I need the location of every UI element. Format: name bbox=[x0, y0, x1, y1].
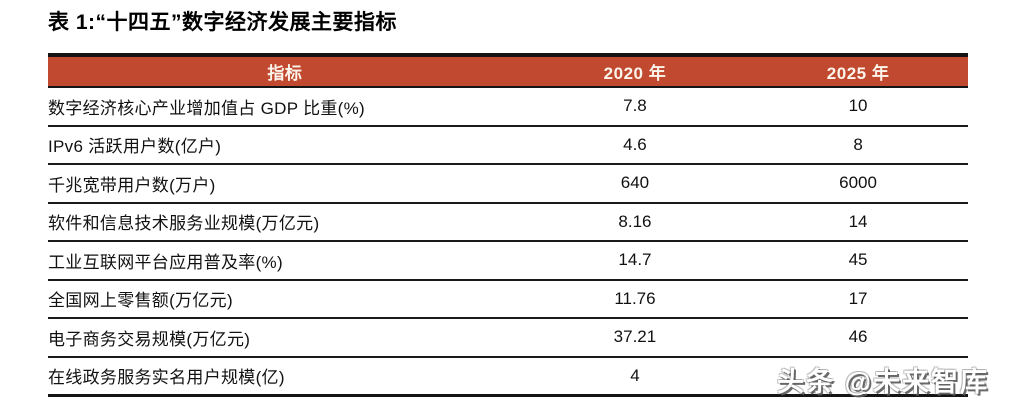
value-2020-cell: 4 bbox=[521, 356, 749, 397]
table-row: 全国网上零售额(万亿元) 11.76 17 bbox=[48, 279, 968, 319]
value-2025-cell: 46 bbox=[748, 318, 968, 358]
value-2020-cell: 37.21 bbox=[521, 318, 749, 358]
table-row: 在线政务服务实名用户规模(亿) 4 bbox=[48, 356, 968, 397]
table-row: 数字经济核心产业增加值占 GDP 比重(%) 7.8 10 bbox=[48, 87, 968, 127]
value-2020-cell: 4.6 bbox=[521, 125, 749, 165]
indicators-table: 指标 2020 年 2025 年 数字经济核心产业增加值占 GDP 比重(%) 7… bbox=[48, 53, 968, 397]
column-header-2025: 2025 年 bbox=[748, 53, 968, 88]
value-2025-cell: 17 bbox=[748, 279, 968, 319]
value-2025-cell: 45 bbox=[748, 241, 968, 281]
watermark: 头条 @未来智库 bbox=[777, 367, 989, 397]
value-2020-cell: 7.8 bbox=[521, 87, 749, 127]
table-row: 千兆宽带用户数(万户) 640 6000 bbox=[48, 164, 968, 204]
table-row: 软件和信息技术服务业规模(万亿元) 8.16 14 bbox=[48, 202, 968, 242]
value-2025-cell: 6000 bbox=[748, 164, 968, 204]
table-row: IPv6 活跃用户数(亿户) 4.6 8 bbox=[48, 125, 968, 165]
header-row: 指标 2020 年 2025 年 bbox=[48, 53, 968, 88]
value-2020-cell: 14.7 bbox=[521, 241, 749, 281]
value-2020-cell: 8.16 bbox=[521, 202, 749, 242]
value-2025-cell: 10 bbox=[748, 87, 968, 127]
table-row: 工业互联网平台应用普及率(%) 14.7 45 bbox=[48, 241, 968, 281]
indicator-cell: 全国网上零售额(万亿元) bbox=[48, 279, 522, 319]
table-row: 电子商务交易规模(万亿元) 37.21 46 bbox=[48, 318, 968, 358]
value-2025-cell: 14 bbox=[748, 202, 968, 242]
table-title: 表 1:“十四五”数字经济发展主要指标 bbox=[48, 11, 398, 34]
value-2020-cell: 11.76 bbox=[521, 279, 749, 319]
indicator-cell: 电子商务交易规模(万亿元) bbox=[48, 318, 522, 358]
indicator-cell: 千兆宽带用户数(万户) bbox=[48, 164, 522, 204]
value-2025-cell bbox=[748, 356, 968, 397]
table-body: 数字经济核心产业增加值占 GDP 比重(%) 7.8 10 IPv6 活跃用户数(亿户… bbox=[48, 87, 968, 397]
indicator-cell: 工业互联网平台应用普及率(%) bbox=[48, 241, 522, 281]
column-header-indicator: 指标 bbox=[48, 53, 522, 88]
indicator-cell: 软件和信息技术服务业规模(万亿元) bbox=[48, 202, 522, 242]
column-header-2020: 2020 年 bbox=[521, 53, 749, 88]
indicator-cell: 数字经济核心产业增加值占 GDP 比重(%) bbox=[48, 87, 522, 127]
value-2025-cell: 8 bbox=[748, 125, 968, 165]
value-2020-cell: 640 bbox=[521, 164, 749, 204]
table-header: 指标 2020 年 2025 年 bbox=[48, 53, 968, 88]
indicator-cell: 在线政务服务实名用户规模(亿) bbox=[48, 356, 522, 397]
indicator-cell: IPv6 活跃用户数(亿户) bbox=[48, 125, 522, 165]
